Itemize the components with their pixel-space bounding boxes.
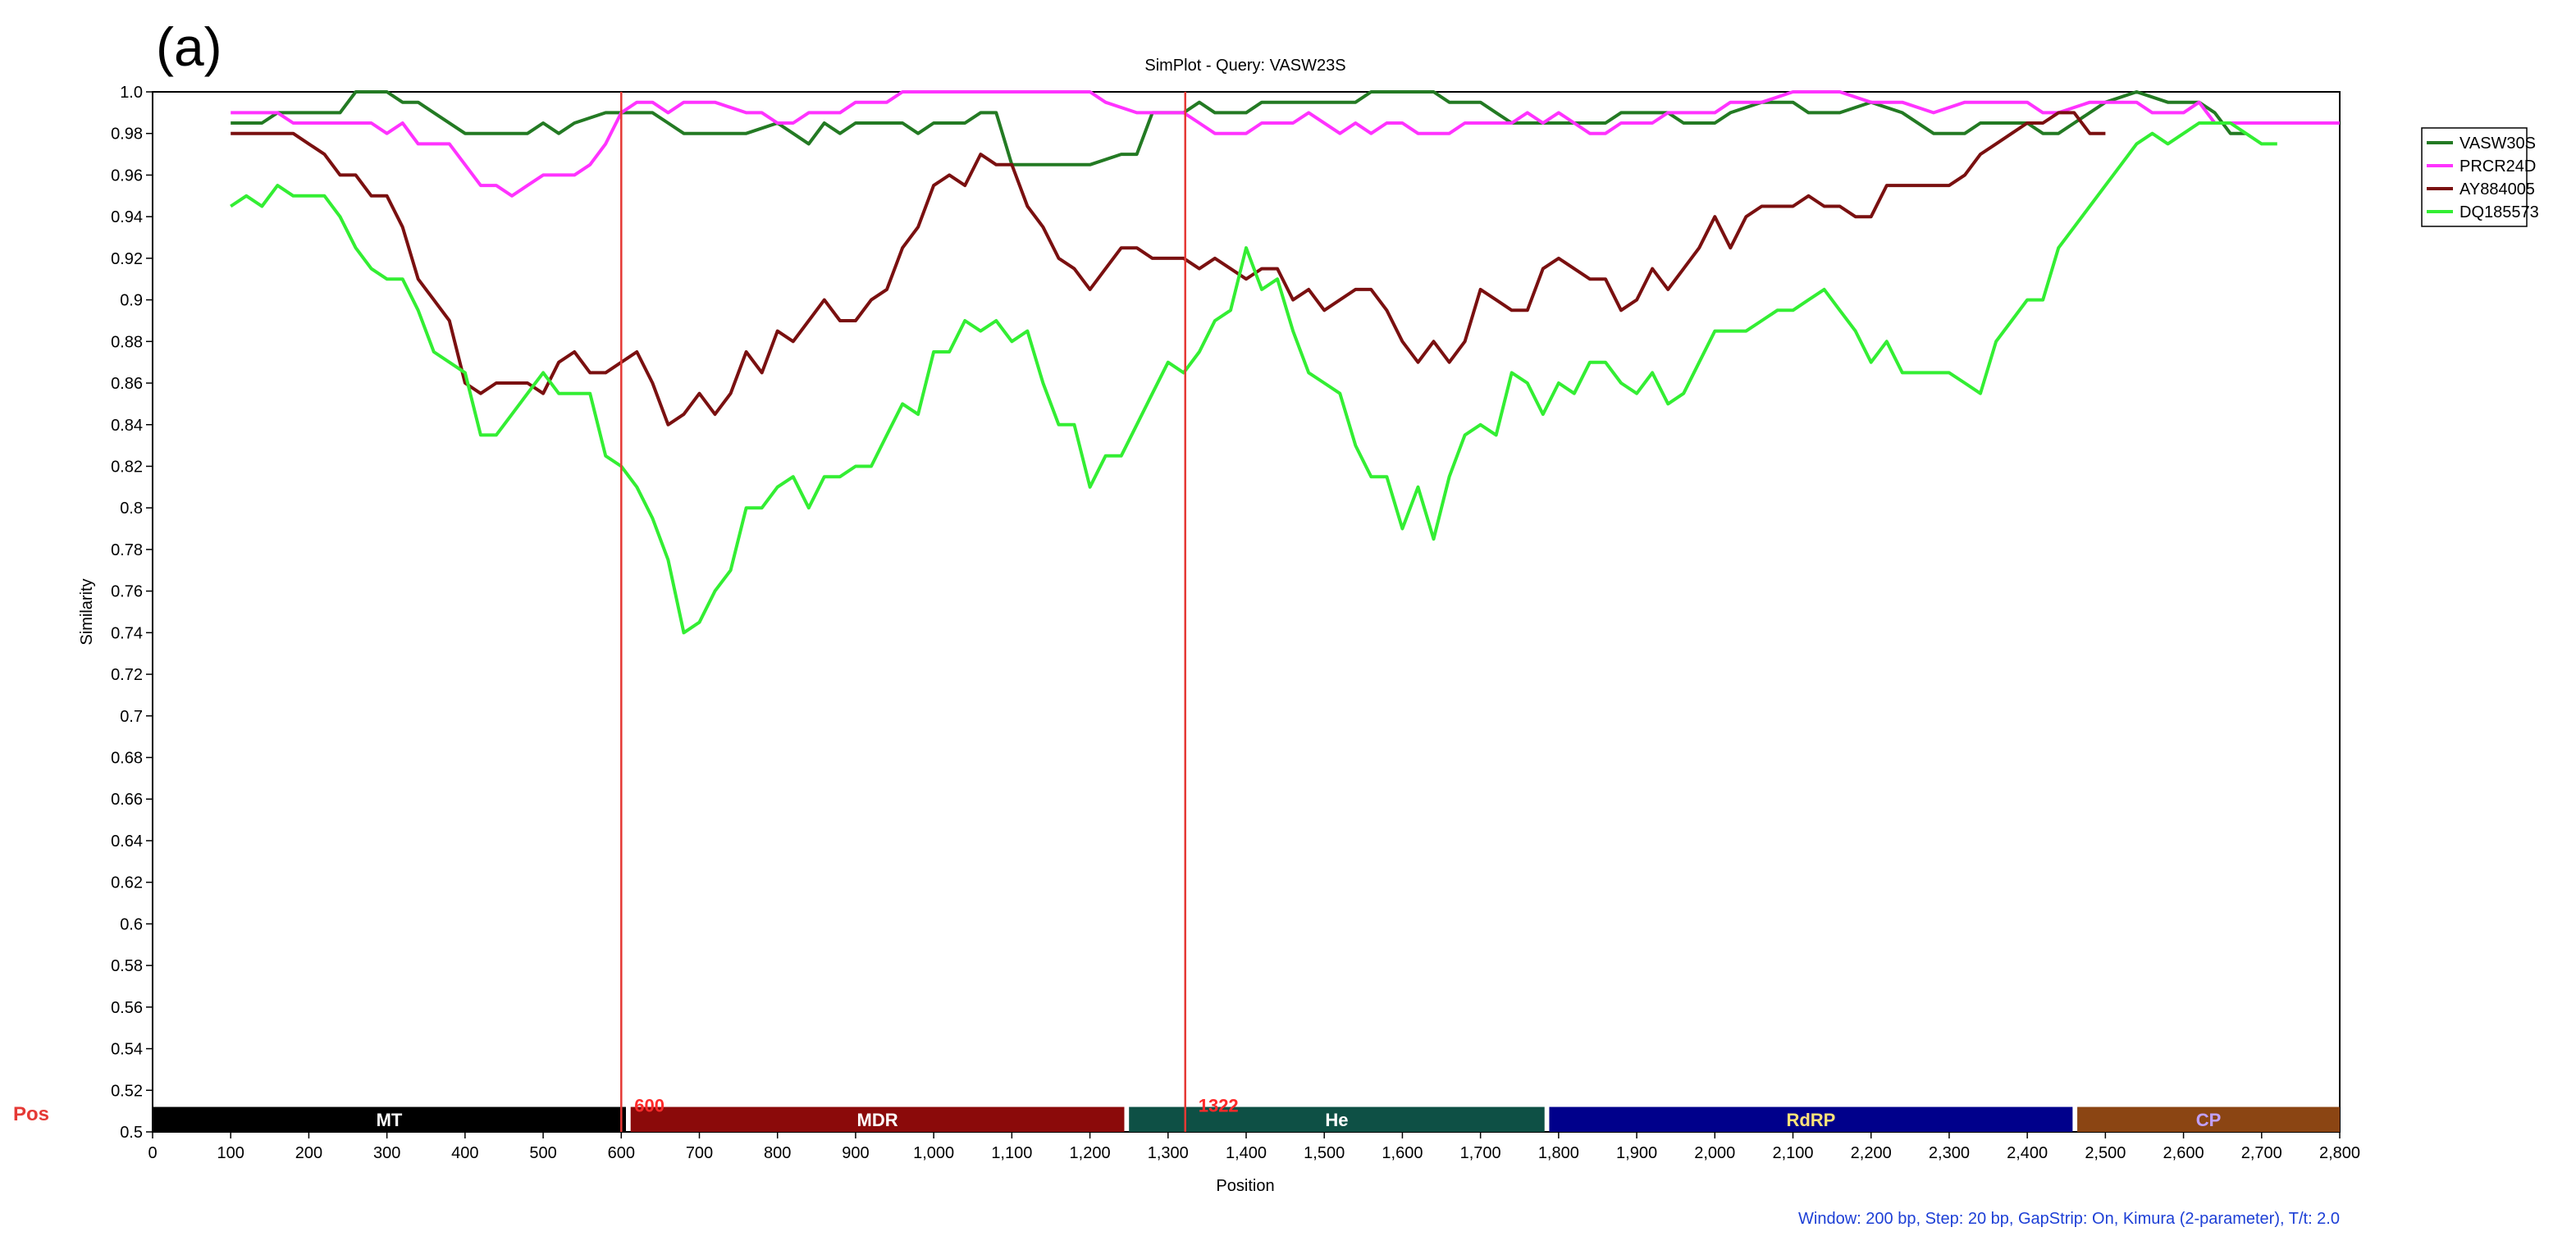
y-tick-label: 0.74 (111, 624, 143, 642)
x-tick-label: 800 (764, 1144, 791, 1162)
y-tick-label: 0.52 (111, 1082, 143, 1100)
x-tick-label: 300 (373, 1144, 400, 1162)
x-tick-label: 400 (451, 1144, 478, 1162)
marker-layer: 600 1322 (620, 92, 1239, 1132)
y-tick-label: 0.58 (111, 957, 143, 975)
legend-entry[interactable]: VASW30S (2460, 135, 2536, 153)
x-tick-label: 0 (148, 1144, 157, 1162)
x-tick-label: 2,700 (2241, 1144, 2282, 1162)
y-tick-label: 0.92 (111, 250, 143, 268)
region-label-rdrp: RdRP (1786, 1110, 1835, 1130)
footer-parameters: Window: 200 bp, Step: 20 bp, GapStrip: O… (1798, 1210, 2340, 1228)
y-tick-label: 0.88 (111, 333, 143, 351)
legend-entry[interactable]: AY884005 (2460, 180, 2535, 198)
y-tick-label: 0.9 (120, 292, 143, 310)
x-tick-label: 200 (295, 1144, 322, 1162)
series-line-vasw30s (231, 90, 2246, 167)
y-tick-label: 0.7 (120, 708, 143, 726)
legend-entry[interactable]: DQ185573 (2460, 203, 2539, 221)
x-tick-label: 1,900 (1616, 1144, 1657, 1162)
y-tick-label: 0.8 (120, 500, 143, 518)
y-tick-label: 0.98 (111, 125, 143, 144)
x-tick-label: 900 (842, 1144, 869, 1162)
region-cp (2077, 1106, 2340, 1132)
region-label-he: He (1325, 1110, 1348, 1130)
x-tick-label: 1,200 (1070, 1144, 1111, 1162)
x-tick-label: 1,600 (1382, 1144, 1423, 1162)
panel-label: (a) (156, 16, 222, 77)
x-tick-label: 2,600 (2163, 1144, 2204, 1162)
x-tick-label: 1,800 (1538, 1144, 1579, 1162)
region-bar: MT MDR He RdRP CP (153, 1106, 2340, 1132)
x-tick-label: 2,100 (1772, 1144, 1813, 1162)
y-tick-label: 0.86 (111, 375, 143, 393)
series-line-prcr24d (231, 90, 2340, 198)
x-tick-label: 1,300 (1148, 1144, 1189, 1162)
x-tick-label: 500 (529, 1144, 556, 1162)
x-tick-label: 2,500 (2085, 1144, 2126, 1162)
region-mt (153, 1106, 626, 1132)
x-tick-label: 1,500 (1304, 1144, 1345, 1162)
x-tick-label: 2,300 (1929, 1144, 1970, 1162)
y-tick-label: 0.96 (111, 167, 143, 185)
x-tick-label: 2,800 (2319, 1144, 2360, 1162)
series-line-ay884005 (231, 111, 2106, 427)
series-line-dq185573 (230, 121, 2277, 635)
y-tick-label: 0.94 (111, 208, 143, 226)
y-tick-label: 0.68 (111, 750, 143, 768)
region-label-cp: CP (2196, 1110, 2222, 1130)
y-tick-label: 0.66 (111, 791, 143, 809)
y-tick-label: 1.0 (120, 84, 143, 102)
y-tick-label: 0.72 (111, 666, 143, 684)
regions-label: Pos (13, 1103, 49, 1125)
x-axis: 0 100 200 300 400 500 600 700 800 900 1,000 1,100 1,… (148, 1132, 2360, 1162)
y-axis-title: Similarity (78, 578, 96, 645)
plot-area (152, 91, 2341, 1133)
x-tick-label: 1,100 (991, 1144, 1032, 1162)
y-tick-label: 0.84 (111, 417, 143, 435)
legend: VASW30S PRCR24D AY884005 DQ185573 (2421, 127, 2539, 227)
x-tick-label: 1,400 (1226, 1144, 1267, 1162)
region-rdrp (1549, 1106, 2073, 1132)
y-tick-label: 0.62 (111, 874, 143, 892)
breakpoint-label: 600 (634, 1096, 665, 1116)
x-tick-label: 2,400 (2007, 1144, 2048, 1162)
y-tick-label: 0.54 (111, 1041, 143, 1059)
x-tick-label: 700 (686, 1144, 713, 1162)
breakpoint-label: 1322 (1199, 1096, 1239, 1116)
x-tick-label: 2,200 (1851, 1144, 1892, 1162)
y-axis: 0.5 0.52 0.54 0.56 0.58 0.6 0.62 0.64 0.66 0.68 0.… (111, 84, 153, 1142)
legend-entry[interactable]: PRCR24D (2460, 157, 2536, 176)
region-mdr (630, 1106, 1125, 1132)
y-tick-label: 0.64 (111, 833, 143, 851)
series-layer (230, 90, 2340, 635)
region-he (1129, 1106, 1545, 1132)
x-tick-label: 100 (217, 1144, 244, 1162)
y-tick-label: 0.78 (111, 541, 143, 559)
y-tick-label: 0.5 (120, 1124, 143, 1142)
region-label-mdr: MDR (857, 1110, 898, 1130)
x-tick-label: 600 (608, 1144, 635, 1162)
x-tick-label: 2,000 (1694, 1144, 1735, 1162)
region-label-mt: MT (377, 1110, 403, 1130)
y-tick-label: 0.82 (111, 458, 143, 476)
y-tick-label: 0.56 (111, 999, 143, 1017)
y-tick-label: 0.6 (120, 915, 143, 933)
x-axis-title: Position (1216, 1177, 1274, 1195)
chart-title: SimPlot - Query: VASW23S (1144, 57, 1345, 75)
x-tick-label: 1,000 (913, 1144, 954, 1162)
y-tick-label: 0.76 (111, 583, 143, 601)
x-tick-label: 1,700 (1460, 1144, 1501, 1162)
